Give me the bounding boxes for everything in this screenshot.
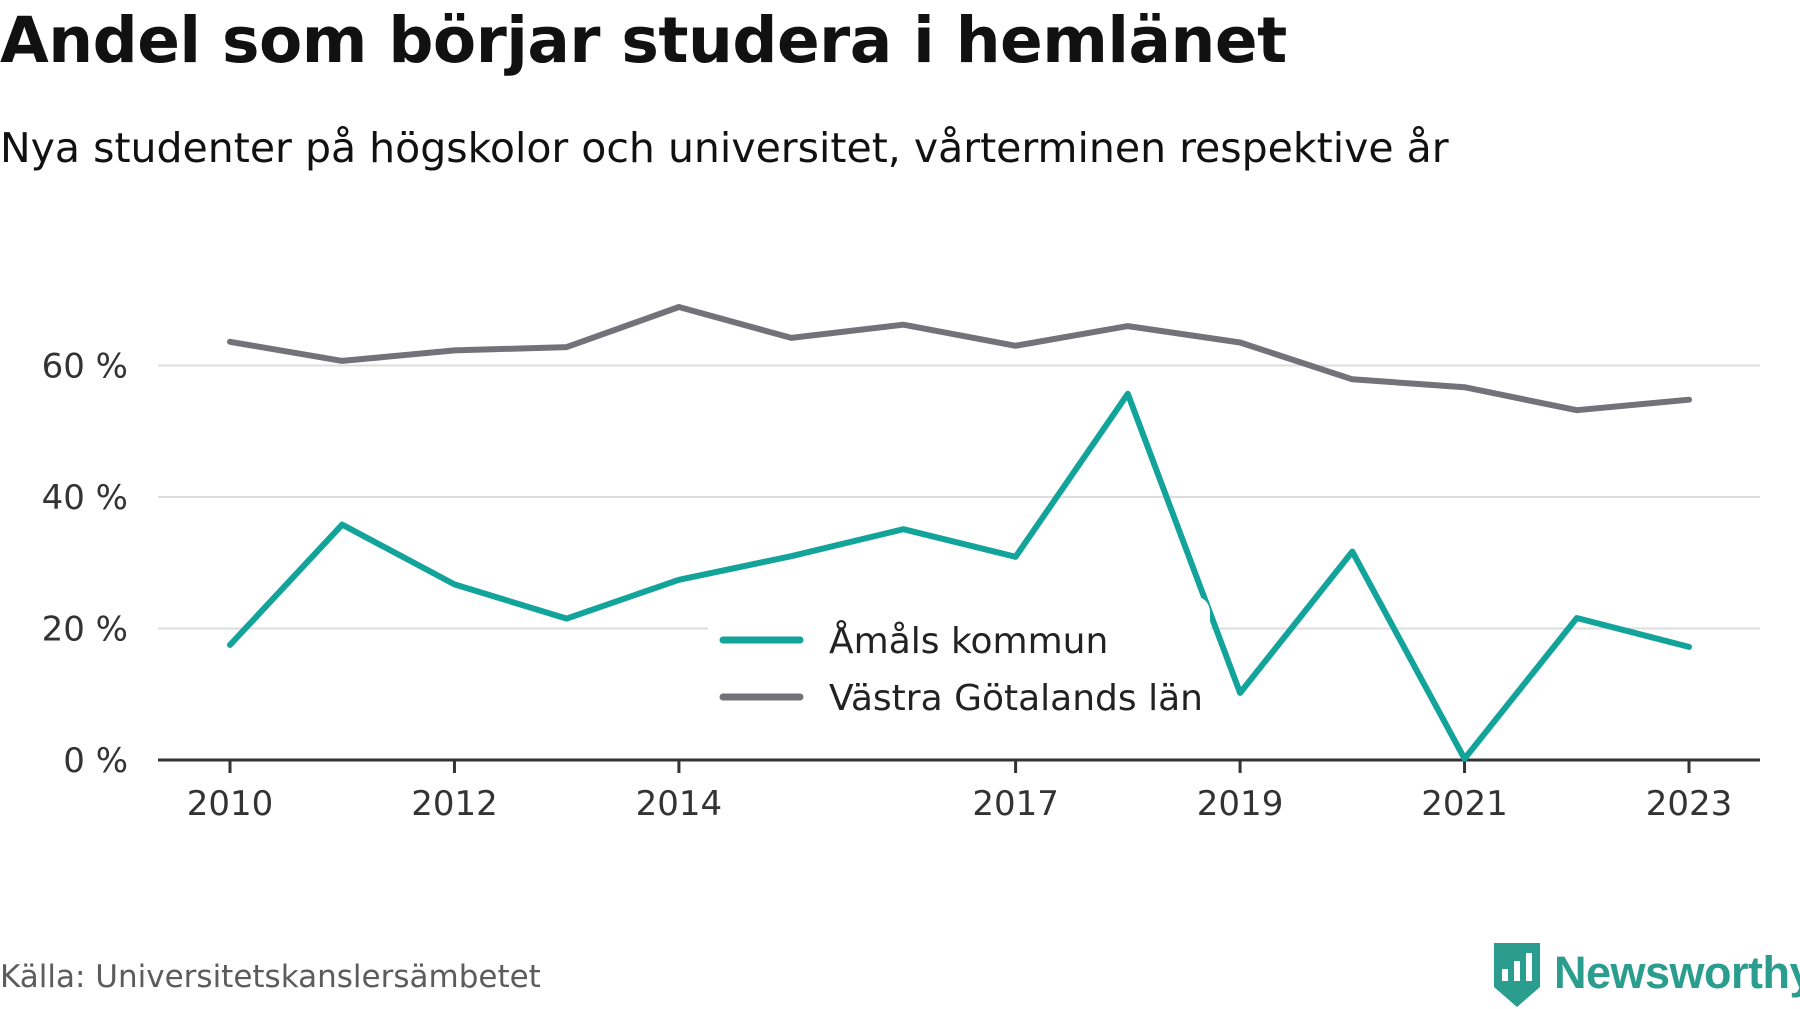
x-tick-label: 2012 — [411, 784, 498, 824]
chart-title: Andel som börjar studera i hemlänet — [0, 4, 1287, 77]
y-tick-label: 0 % — [63, 741, 128, 781]
series-line-2 — [227, 304, 1692, 414]
x-tick-label: 2010 — [187, 784, 274, 824]
y-tick-label: 60 % — [42, 347, 128, 387]
legend-label-1: Åmåls kommun — [829, 619, 1108, 662]
legend-label-2: Västra Götalands län — [829, 678, 1203, 719]
x-tick-label: 2023 — [1646, 784, 1733, 824]
source-note: Källa: Universitetskanslersämbetet — [0, 959, 541, 995]
x-tick-label: 2021 — [1421, 784, 1508, 824]
x-tick-label: 2014 — [636, 784, 723, 824]
bar-chart-icon — [1494, 943, 1540, 1007]
y-tick-label: 40 % — [42, 478, 128, 518]
chart-subtitle: Nya studenter på högskolor och universit… — [0, 124, 1449, 172]
x-tick-label: 2019 — [1197, 784, 1284, 824]
series-line-1 — [227, 390, 1692, 762]
brand-name: Newsworthy — [1554, 947, 1800, 998]
x-tick-label: 2017 — [972, 784, 1059, 824]
legend-box — [708, 596, 1210, 736]
y-tick-label: 20 % — [42, 610, 128, 650]
brand-logo: Newsworthy — [1492, 937, 1800, 1009]
